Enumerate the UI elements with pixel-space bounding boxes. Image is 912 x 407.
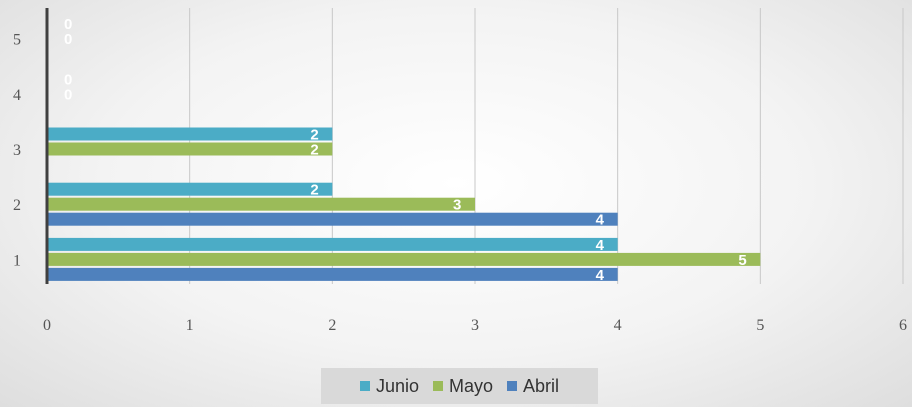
y-tick-label: 3 bbox=[13, 142, 21, 159]
x-tick-label: 2 bbox=[328, 317, 336, 334]
data-label-abril-1: 4 bbox=[596, 267, 605, 284]
legend: Junio Mayo Abril bbox=[321, 368, 598, 404]
x-tick-labels: 0 1 2 3 4 5 6 bbox=[43, 317, 907, 334]
x-tick-label: 0 bbox=[43, 317, 51, 334]
legend-label: Abril bbox=[523, 375, 560, 396]
legend-swatch bbox=[507, 381, 518, 391]
y-tick-label: 2 bbox=[13, 197, 21, 214]
legend-item-junio: Junio bbox=[359, 375, 419, 397]
data-label-junio-2: 2 bbox=[310, 182, 318, 199]
data-label-junio-3: 2 bbox=[310, 127, 318, 144]
data-label-mayo-5: 0 bbox=[64, 31, 72, 48]
y-tick-label: 1 bbox=[13, 252, 21, 269]
bar-junio-2 bbox=[47, 182, 333, 196]
bar-abril-1 bbox=[47, 267, 618, 281]
bar-junio-1 bbox=[47, 237, 618, 251]
bar-junio-3 bbox=[47, 127, 333, 141]
bar-mayo-1 bbox=[47, 252, 761, 266]
x-tick-label: 1 bbox=[186, 317, 194, 334]
data-label-abril-2: 4 bbox=[596, 212, 605, 229]
x-tick-label: 5 bbox=[756, 317, 764, 334]
x-tick-label: 4 bbox=[614, 317, 622, 334]
y-tick-label: 4 bbox=[13, 87, 21, 104]
y-tick-label: 5 bbox=[13, 32, 21, 49]
data-label-mayo-2: 3 bbox=[453, 197, 461, 214]
data-label-junio-4: 0 bbox=[64, 71, 72, 88]
legend-swatch bbox=[433, 381, 443, 391]
legend-item-abril: Abril bbox=[507, 376, 559, 397]
legend-swatch bbox=[359, 381, 370, 391]
legend-label: Mayo bbox=[449, 375, 494, 396]
legend-item-mayo: Mayo bbox=[433, 376, 493, 397]
data-label-junio-1: 4 bbox=[596, 237, 605, 254]
bar-mayo-3 bbox=[47, 142, 333, 156]
data-label-mayo-3: 2 bbox=[310, 142, 318, 159]
data-label-mayo-1: 5 bbox=[738, 252, 746, 269]
x-tick-label: 3 bbox=[471, 317, 479, 334]
data-label-junio-5: 0 bbox=[64, 16, 72, 33]
y-tick-labels: 1 2 3 4 5 bbox=[13, 32, 21, 270]
bars bbox=[47, 127, 761, 281]
bar-abril-2 bbox=[47, 212, 618, 226]
legend-label: Junio bbox=[375, 375, 419, 396]
x-tick-label: 6 bbox=[899, 317, 907, 334]
bar-mayo-2 bbox=[47, 197, 475, 211]
data-label-mayo-4: 0 bbox=[64, 86, 72, 103]
